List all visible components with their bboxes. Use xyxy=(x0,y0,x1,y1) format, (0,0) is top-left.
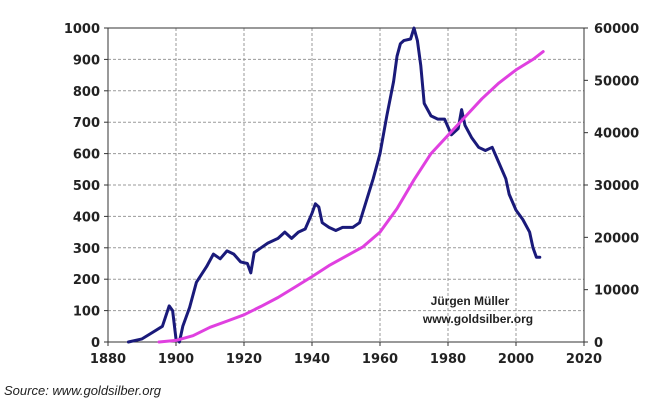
x-tick-label: 1880 xyxy=(90,352,126,367)
source-note: Source: www.goldsilber.org xyxy=(4,383,162,398)
right-y-axis-ticks: 0 10000 20000 30000 40000 50000 60000 xyxy=(584,22,639,351)
left-y-tick-label: 1000 xyxy=(64,22,100,37)
x-tick-label: 1980 xyxy=(430,352,466,367)
right-y-tick-label: 10000 xyxy=(594,284,639,299)
watermark-author: Jürgen Müller xyxy=(431,294,510,308)
price-series-line xyxy=(126,26,542,344)
right-y-tick-label: 30000 xyxy=(594,179,639,194)
left-y-tick-label: 200 xyxy=(73,273,100,288)
right-y-tick-label: 20000 xyxy=(594,231,639,246)
left-y-tick-label: 500 xyxy=(73,179,100,194)
x-tick-label: 1960 xyxy=(362,352,398,367)
right-y-tick-label: 0 xyxy=(594,336,603,351)
x-tick-label: 2000 xyxy=(498,352,534,367)
chart: 1880 1900 1920 1940 1960 1980 2000 2020 0100200… xyxy=(64,22,639,367)
watermark-url: www.goldsilber.org xyxy=(422,312,533,326)
gridlines xyxy=(107,27,585,343)
right-y-tick-label: 40000 xyxy=(594,127,639,142)
x-axis-ticks: 1880 1900 1920 1940 1960 1980 2000 2020 xyxy=(90,342,602,367)
left-y-tick-label: 400 xyxy=(73,210,100,225)
x-tick-label: 1900 xyxy=(158,352,194,367)
right-y-tick-label: 50000 xyxy=(594,74,639,89)
left-y-tick-label: 700 xyxy=(73,116,100,131)
left-y-tick-label: 300 xyxy=(73,242,100,257)
cumulative-series-line xyxy=(157,50,545,344)
series-lines xyxy=(126,26,545,344)
left-y-tick-label: 0 xyxy=(91,336,100,351)
left-y-tick-label: 100 xyxy=(73,305,100,320)
x-tick-label: 2020 xyxy=(566,352,602,367)
left-y-tick-label: 900 xyxy=(73,53,100,68)
watermark: Jürgen Müller www.goldsilber.org xyxy=(422,294,533,326)
left-y-axis-ticks: 0 100 200 300 400 500 600 700 800 900 1000 xyxy=(64,22,108,351)
right-y-tick-label: 60000 xyxy=(594,22,639,37)
x-tick-label: 1920 xyxy=(226,352,262,367)
left-y-tick-label: 800 xyxy=(73,85,100,100)
x-tick-label: 1940 xyxy=(294,352,330,367)
left-y-tick-label: 600 xyxy=(73,148,100,163)
